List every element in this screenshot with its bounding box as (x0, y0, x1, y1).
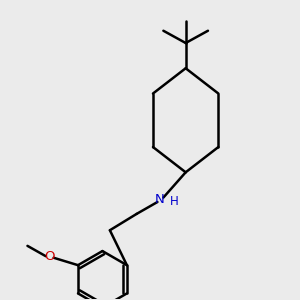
Text: O: O (44, 250, 55, 263)
Text: N: N (154, 193, 164, 206)
Text: H: H (170, 195, 179, 208)
